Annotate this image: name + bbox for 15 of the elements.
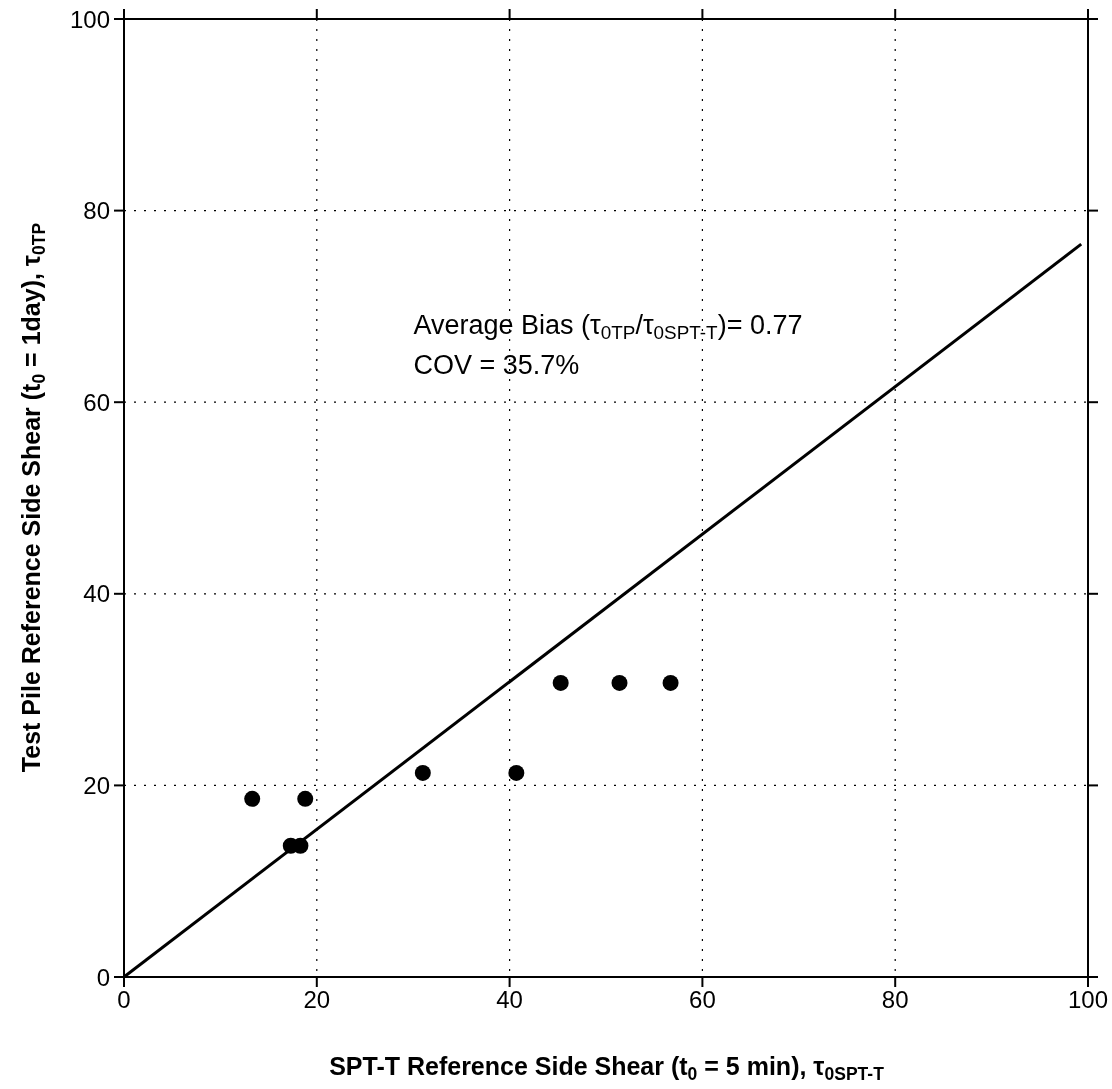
y-tick-label: 100 <box>69 5 110 33</box>
y-tick-label: 0 <box>96 963 110 991</box>
y-tick-label: 80 <box>83 197 110 225</box>
x-axis-title: SPT-T Reference Side Shear (t$_{0}$ = 5 min), τ$_{0SPT-T}$ <box>329 1052 885 1084</box>
annotation: COV = 35.7% <box>413 350 580 381</box>
x-tick-label: 100 <box>1067 986 1109 1014</box>
y-tick-label: 20 <box>83 771 110 799</box>
annotation: Average Bias (τ$_{0TP}$/τ$_{0SPT-T}$)= 0.77 <box>413 310 803 344</box>
x-tick-label: 80 <box>881 986 909 1014</box>
x-tick-label: 20 <box>303 986 331 1014</box>
x-tick-label: 0 <box>117 986 131 1014</box>
y-tick-label: 40 <box>83 580 110 608</box>
x-tick-label: 40 <box>496 986 523 1014</box>
x-tick-label: 60 <box>689 986 716 1014</box>
y-tick-label: 60 <box>83 388 110 416</box>
